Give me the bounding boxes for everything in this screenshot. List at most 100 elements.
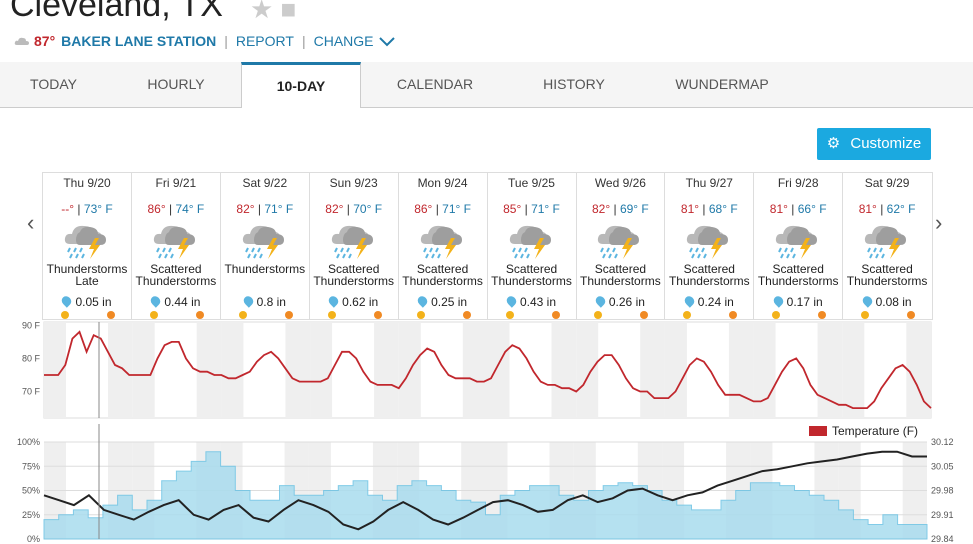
sunrise-icon bbox=[238, 311, 247, 319]
precip-tick-label: 25% bbox=[22, 510, 40, 520]
thunderstorm-icon bbox=[420, 225, 462, 259]
thunderstorm-icon bbox=[509, 225, 551, 259]
high-temp: 81° bbox=[769, 202, 788, 216]
sunrise-icon bbox=[505, 311, 514, 319]
temp-tick-label: 70 F bbox=[22, 387, 41, 397]
low-temp: 73° F bbox=[83, 202, 113, 216]
sunrise-icon bbox=[861, 311, 870, 319]
night-band bbox=[842, 322, 865, 418]
raindrop-icon bbox=[149, 294, 163, 308]
condition-line2: Thunderstorms bbox=[491, 274, 572, 288]
condition-line2: Thunderstorms bbox=[580, 274, 661, 288]
pressure-line bbox=[43, 450, 927, 531]
condition-line1: Scattered bbox=[861, 262, 913, 276]
low-temp: 71° F bbox=[442, 202, 471, 216]
day-date: Sat 9/22 bbox=[242, 176, 288, 190]
day-column[interactable]: Thu 9/27 81° | 68° F Scattered Thunderstorm… bbox=[665, 173, 755, 319]
tab-10-day[interactable]: 10-DAY bbox=[241, 62, 361, 108]
current-temp: 87° bbox=[34, 33, 56, 49]
raindrop-icon bbox=[241, 294, 255, 308]
day-date: Sat 9/29 bbox=[864, 176, 910, 190]
tab-today[interactable]: TODAY bbox=[30, 76, 77, 92]
change-link[interactable]: CHANGE bbox=[313, 33, 374, 49]
day-column[interactable]: Mon 9/24 86° | 71° F Scattered Thunderstorm… bbox=[399, 173, 488, 319]
condition-line1: Scattered bbox=[594, 262, 647, 276]
night-band bbox=[196, 322, 222, 418]
sunset-icon bbox=[107, 311, 115, 319]
condition-line1: Scattered bbox=[505, 262, 558, 276]
tab-history[interactable]: HISTORY bbox=[543, 76, 605, 92]
sunset-icon bbox=[462, 311, 471, 319]
condition-line2: Thunderstorms bbox=[135, 274, 217, 288]
thunderstorm-icon bbox=[776, 225, 818, 259]
precip-amount: 0.17 in bbox=[786, 295, 823, 309]
day-column[interactable]: Sat 9/29 81° | 62° F Scattered Thunderstorm… bbox=[843, 173, 931, 319]
tab-hourly[interactable]: HOURLY bbox=[147, 76, 205, 92]
precip-amount: 0.26 in bbox=[608, 295, 645, 309]
precip-tick-label: 0% bbox=[27, 534, 40, 544]
high-temp: 85° bbox=[503, 202, 522, 216]
low-temp: 69° F bbox=[619, 202, 649, 216]
day-column[interactable]: Sat 9/22 82° | 71° F Thunderstorms 0.8 in bbox=[221, 173, 310, 319]
next-arrow-icon[interactable]: › bbox=[935, 210, 943, 235]
thunderstorm-icon bbox=[64, 225, 106, 259]
report-link[interactable]: REPORT bbox=[235, 33, 294, 49]
separator: | bbox=[224, 33, 228, 49]
sunset-icon bbox=[284, 311, 293, 319]
thunderstorm-icon bbox=[153, 225, 195, 259]
night-band bbox=[817, 322, 843, 418]
thunderstorm-icon bbox=[687, 225, 729, 259]
tab-wundermap[interactable]: WUNDERMAP bbox=[675, 76, 769, 92]
precip-chance-area bbox=[43, 451, 928, 540]
sunrise-icon bbox=[149, 311, 158, 319]
low-temp: 71° F bbox=[264, 202, 294, 216]
day-column[interactable]: Tue 9/25 85° | 71° F Scattered Thunderstorm… bbox=[488, 173, 577, 319]
pressure-tick-label: 29.84 bbox=[931, 534, 954, 544]
tab-calendar[interactable]: CALENDAR bbox=[396, 76, 474, 92]
day-date: Thu 9/20 bbox=[63, 176, 111, 190]
home-icon[interactable]: ■ bbox=[280, 0, 297, 24]
chevron-down-icon[interactable] bbox=[378, 35, 396, 47]
day-column[interactable]: Fri 9/21 86° | 74° F Scattered Thunderstorm… bbox=[132, 173, 221, 319]
night-band bbox=[221, 322, 244, 418]
night-band bbox=[44, 322, 66, 418]
sunrise-icon bbox=[772, 311, 781, 319]
favorite-star-icon[interactable]: ★ bbox=[250, 0, 274, 24]
cloud-icon bbox=[14, 37, 29, 45]
condition-line2: Thunderstorms bbox=[846, 274, 928, 288]
precip-tick-label: 100% bbox=[17, 437, 40, 447]
raindrop-icon bbox=[60, 294, 74, 308]
raindrop-icon bbox=[771, 294, 785, 308]
condition-line1: Scattered bbox=[683, 262, 735, 276]
customize-button[interactable]: ⚙ Customize bbox=[817, 128, 931, 160]
thunderstorm-icon bbox=[331, 225, 373, 259]
day-date: Mon 9/24 bbox=[417, 176, 468, 190]
high-temp: --° bbox=[61, 202, 75, 216]
night-band bbox=[753, 322, 776, 418]
prev-arrow-icon[interactable]: ‹ bbox=[27, 210, 35, 235]
city-title: Cleveland, TX bbox=[10, 0, 223, 24]
precip-amount: 0.05 in bbox=[75, 295, 112, 309]
sunrise-icon bbox=[61, 311, 69, 319]
condition-line2: Thunderstorms bbox=[313, 274, 395, 288]
condition-line1: Scattered bbox=[328, 262, 380, 276]
precip-tick-label: 50% bbox=[22, 486, 40, 496]
raindrop-icon bbox=[504, 294, 519, 308]
day-column[interactable]: Fri 9/28 81° | 66° F Scattered Thunderstorm… bbox=[754, 173, 844, 319]
sunrise-icon bbox=[683, 311, 692, 319]
night-band bbox=[462, 322, 488, 418]
day-column[interactable]: Sun 9/23 82° | 70° F Scattered Thunderstorm… bbox=[310, 173, 399, 319]
tab-bar: TODAY HOURLY 10-DAY CALENDAR HISTORY WUN… bbox=[0, 62, 973, 108]
condition-line1: Scattered bbox=[416, 262, 469, 276]
sunrise-icon bbox=[327, 311, 336, 319]
station-name[interactable]: BAKER LANE STATION bbox=[61, 33, 217, 49]
day-column[interactable]: Thu 9/20 --° | 73° F Thunderstorms Late 0.05… bbox=[43, 173, 132, 319]
high-temp: 82° bbox=[325, 202, 344, 216]
raindrop-icon bbox=[593, 294, 608, 308]
day-column[interactable]: Wed 9/26 82° | 69° F Scattered Thunderstorm… bbox=[576, 173, 666, 319]
temperature-line bbox=[44, 330, 932, 409]
low-temp: 70° F bbox=[353, 202, 383, 216]
condition-line1: Scattered bbox=[772, 262, 824, 276]
high-temp: 82° bbox=[236, 202, 255, 216]
precip-amount: 0.43 in bbox=[519, 295, 557, 309]
